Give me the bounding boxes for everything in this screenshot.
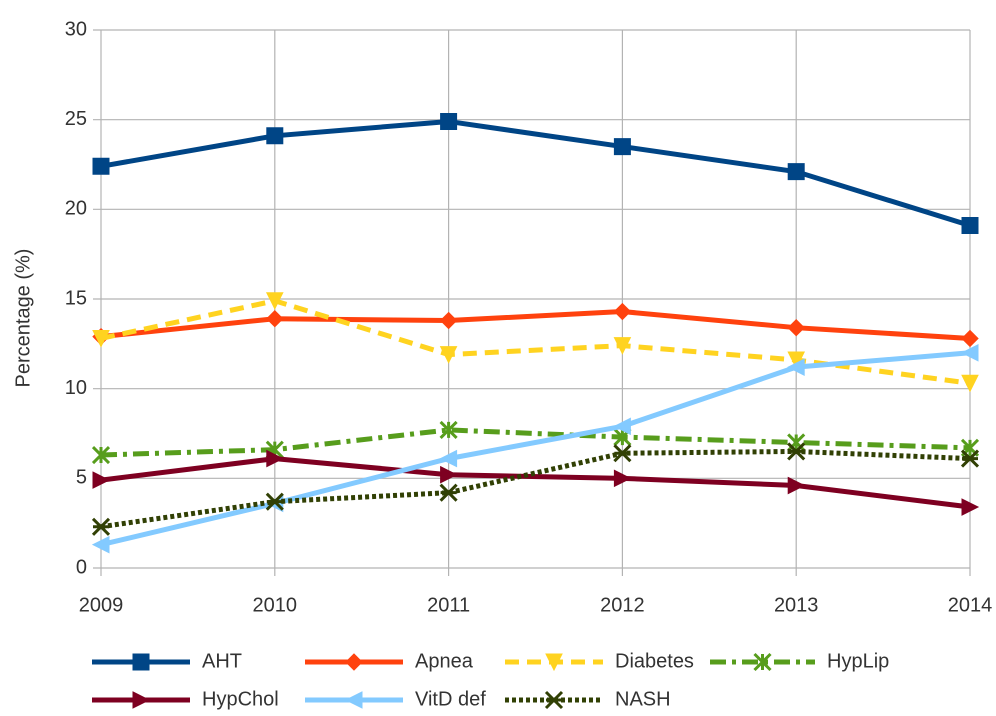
marker <box>91 445 111 465</box>
y-tick-label: 0 <box>76 556 87 578</box>
marker <box>92 329 110 348</box>
x-tick-label: 2012 <box>600 594 645 616</box>
marker <box>345 653 363 671</box>
legend-label: Diabetes <box>615 650 694 672</box>
marker <box>132 691 151 709</box>
marker <box>613 138 631 156</box>
marker <box>439 449 458 468</box>
marker <box>544 690 564 710</box>
marker <box>545 653 563 672</box>
legend-label: NASH <box>615 688 671 710</box>
y-tick-label: 25 <box>65 108 87 130</box>
x-tick-label: 2014 <box>948 594 993 616</box>
series-line <box>100 448 971 530</box>
marker <box>613 469 632 488</box>
series-line <box>100 456 971 510</box>
marker <box>613 302 632 321</box>
marker <box>91 535 110 554</box>
legend-label: HypChol <box>202 688 279 710</box>
legend-label: Apnea <box>415 650 474 672</box>
marker <box>961 216 979 234</box>
x-tick-label: 2013 <box>774 594 819 616</box>
y-tick-label: 15 <box>65 287 87 309</box>
marker <box>132 653 150 671</box>
marker <box>266 310 284 328</box>
marker <box>440 112 458 130</box>
y-tick-label: 10 <box>65 377 87 399</box>
legend-label: HypLip <box>827 650 889 672</box>
marker <box>961 498 980 516</box>
x-tick-label: 2011 <box>427 594 470 616</box>
series-line <box>100 309 971 341</box>
marker <box>787 318 805 337</box>
legend-label: AHT <box>202 650 242 672</box>
marker <box>92 157 110 175</box>
marker <box>266 449 284 468</box>
marker <box>787 351 806 370</box>
marker <box>613 417 631 436</box>
marker <box>960 449 980 468</box>
y-tick-label: 30 <box>65 18 87 40</box>
marker <box>961 329 979 348</box>
marker <box>613 444 632 463</box>
y-tick-label: 20 <box>65 198 87 220</box>
marker <box>613 337 632 355</box>
legend-label: VitD def <box>415 688 486 710</box>
x-tick-label: 2009 <box>79 594 124 616</box>
y-axis-label: Percentage (%) <box>12 249 34 388</box>
marker <box>439 483 458 502</box>
marker <box>266 127 284 145</box>
marker <box>961 374 979 393</box>
marker <box>91 517 111 536</box>
x-tick-label: 2010 <box>253 594 298 616</box>
marker <box>439 311 458 330</box>
marker <box>265 492 284 511</box>
marker <box>960 343 979 362</box>
marker <box>344 691 363 709</box>
marker <box>439 420 458 439</box>
marker <box>787 433 806 452</box>
marker <box>753 652 772 672</box>
marker <box>787 442 806 461</box>
marker <box>787 476 806 495</box>
marker <box>265 292 284 310</box>
marker <box>439 346 458 364</box>
marker <box>92 471 111 489</box>
series-line <box>100 298 971 386</box>
marker <box>787 163 805 181</box>
marker <box>787 358 805 376</box>
series-line <box>100 118 971 228</box>
y-tick-label: 5 <box>76 467 87 489</box>
marker <box>440 465 458 484</box>
series-line <box>100 350 971 548</box>
